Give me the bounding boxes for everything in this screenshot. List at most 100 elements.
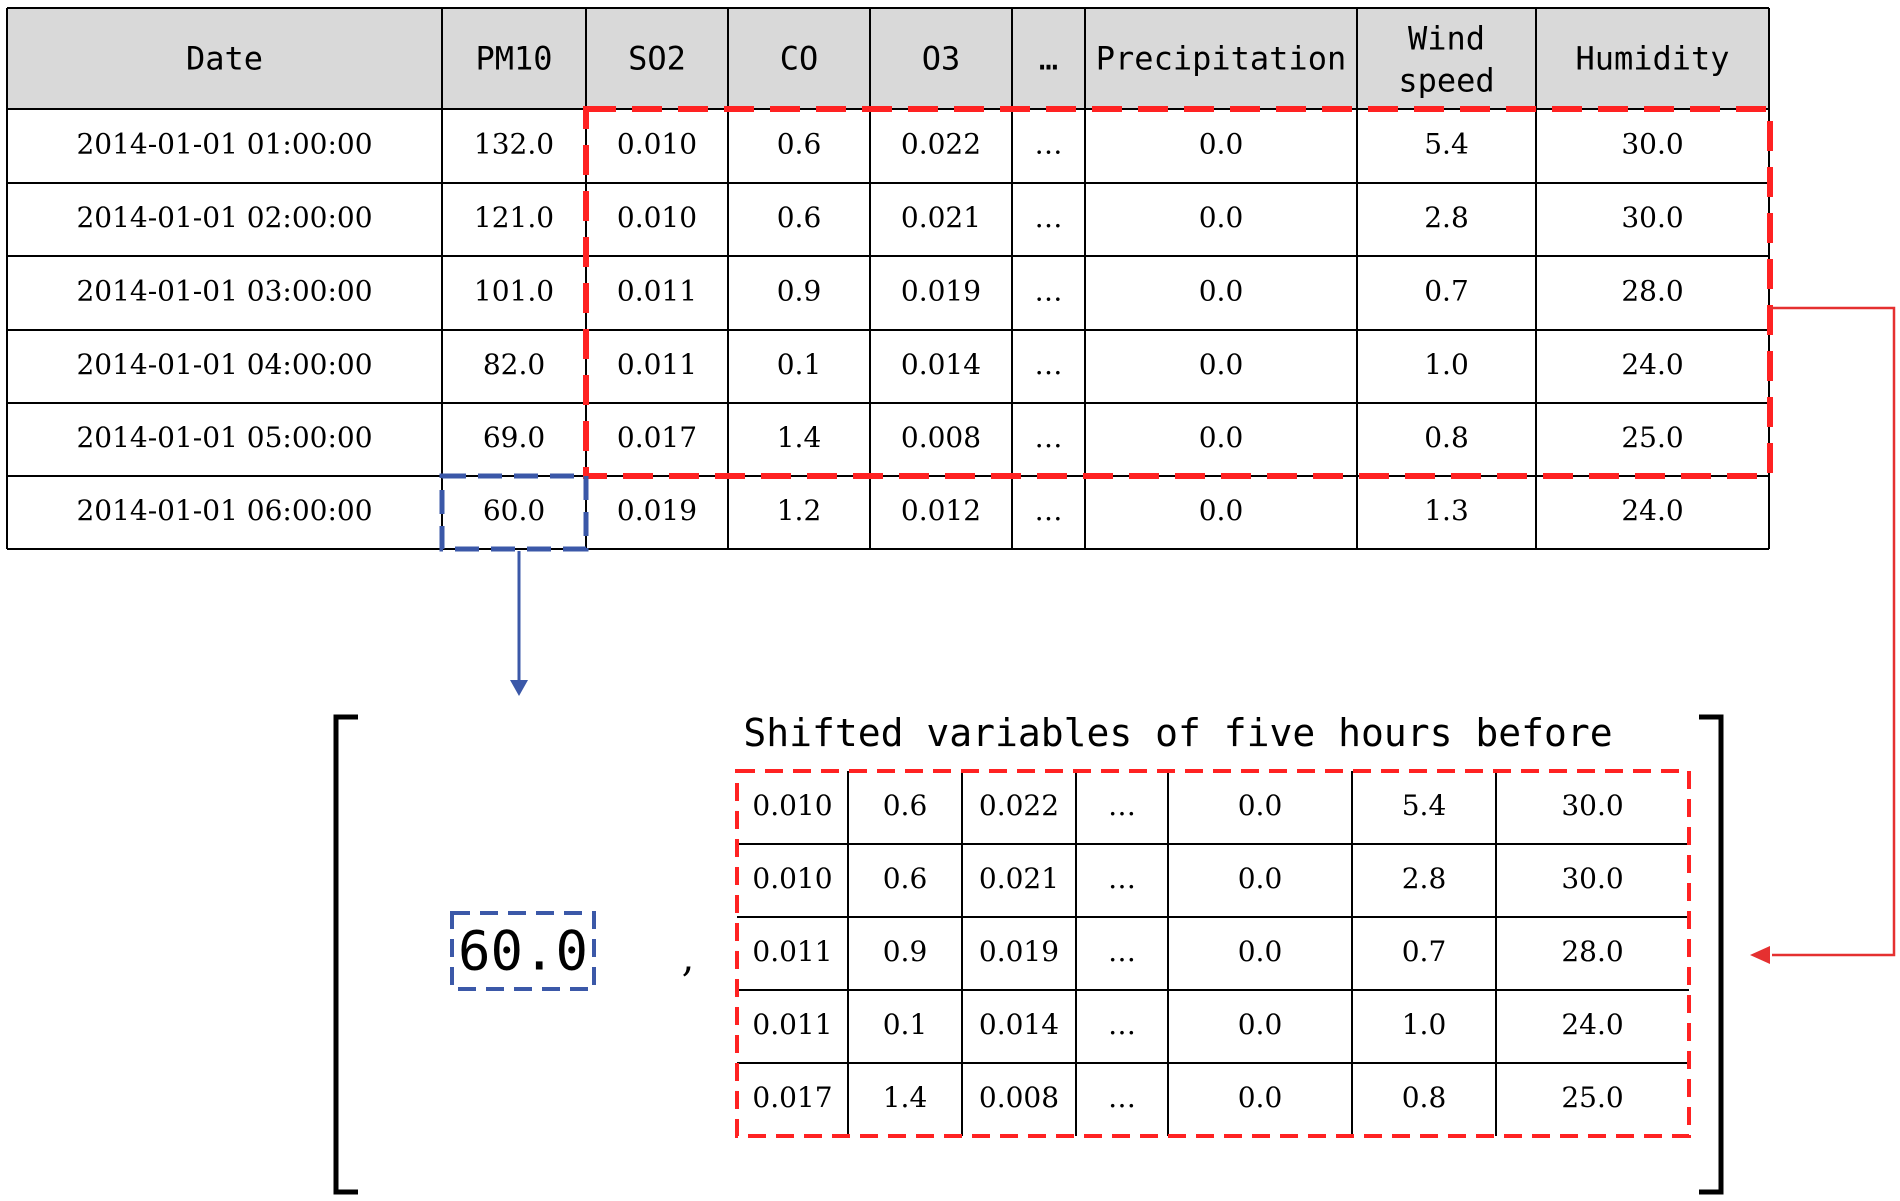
cell-precipitation: 0.0 [1199,348,1244,381]
table-row: 2014-01-01 04:00:00 82.0 0.011 0.1 0.014 … 0.0… [76,348,1683,381]
cell-wind-speed: 1.0 [1424,348,1469,381]
table-row: 2014-01-01 06:00:00 60.0 0.019 1.2 0.012 … 0.0… [76,494,1683,527]
shifted-cell-wind-speed: 2.8 [1402,862,1447,895]
cell-humidity: 24.0 [1621,494,1683,527]
blue-dashed-selection [439,473,589,552]
shifted-cell-o3: 0.014 [979,1008,1059,1041]
shifted-row: 0.011 0.9 0.019 … 0.0 0.7 28.0 [752,935,1623,968]
red-dashed-selection [583,106,1773,479]
separator-comma: , [682,935,695,981]
header-so2: SO2 [628,40,686,78]
cell-precipitation: 0.0 [1199,128,1244,161]
cell-precipitation: 0.0 [1199,275,1244,308]
header-wind-speed-line-2: speed [1398,62,1494,100]
cell-o3: 0.008 [901,421,981,454]
cell-o3: 0.014 [901,348,981,381]
data-table: Date PM10 SO2 CO O3 … Precipitation Wind speed Hu… [6,7,1770,550]
shifted-cell-ellipsis: … [1108,1081,1136,1114]
cell-co: 0.9 [777,275,822,308]
cell-co: 1.2 [777,494,822,527]
header-humidity: Humidity [1575,40,1729,78]
highlight-overlay [439,106,1896,964]
shifted-cell-o3: 0.022 [979,789,1059,822]
target-value: 60.0 [458,920,588,983]
cell-wind-speed: 0.7 [1424,275,1469,308]
cell-so2: 0.011 [617,275,697,308]
cell-ellipsis: … [1035,348,1063,381]
table-row: 2014-01-01 03:00:00 101.0 0.011 0.9 0.019 … 0.… [76,275,1683,308]
cell-so2: 0.010 [617,201,697,234]
shifted-cell-ellipsis: … [1108,1008,1136,1041]
cell-humidity: 30.0 [1621,128,1683,161]
shifted-cell-humidity: 30.0 [1561,789,1623,822]
cell-date: 2014-01-01 02:00:00 [76,201,372,234]
cell-co: 0.1 [777,348,822,381]
blue-arrow-head [510,680,528,696]
cell-so2: 0.010 [617,128,697,161]
cell-wind-speed: 0.8 [1424,421,1469,454]
table-header-bg [7,8,1769,109]
shifted-table: 0.010 0.6 0.022… 0.0 5.4 30.00.010 0.6 0.021… 0.… [737,771,1689,1136]
cell-o3: 0.019 [901,275,981,308]
shifted-row: 0.010 0.6 0.021 … 0.0 2.8 30.0 [752,862,1623,895]
left-bracket [333,714,358,1195]
shifted-row: 0.017 1.4 0.008 … 0.0 0.8 25.0 [752,1081,1623,1114]
cell-pm10: 69.0 [483,421,545,454]
shifted-cell-precipitation: 0.0 [1238,862,1283,895]
cell-o3: 0.012 [901,494,981,527]
header-co: CO [780,40,819,78]
cell-so2: 0.017 [617,421,697,454]
shifted-cell-precipitation: 0.0 [1238,1008,1283,1041]
cell-ellipsis: … [1035,128,1063,161]
header-precipitation: Precipitation [1096,40,1346,78]
cell-precipitation: 0.0 [1199,494,1244,527]
cell-co: 0.6 [777,128,822,161]
shifted-cell-o3: 0.008 [979,1081,1059,1114]
shifted-cell-precipitation: 0.0 [1238,1081,1283,1114]
cell-ellipsis: … [1035,201,1063,234]
shifted-cell-so2: 0.017 [752,1081,832,1114]
cell-co: 1.4 [777,421,822,454]
cell-pm10: 60.0 [483,494,545,527]
result-vector: 60.0 , Shifted variables of five hours bef… [333,711,1724,1195]
shifted-cell-humidity: 25.0 [1561,1081,1623,1114]
header-date: Date [186,40,263,78]
shifted-cell-co: 0.1 [883,1008,928,1041]
cell-pm10: 121.0 [474,201,554,234]
shifted-cell-humidity: 30.0 [1561,862,1623,895]
red-arrow-head [1750,946,1770,964]
right-bracket [1699,714,1724,1195]
shifted-cell-ellipsis: … [1108,789,1136,822]
red-arrow-line [1770,306,1896,957]
cell-so2: 0.019 [617,494,697,527]
shifted-cell-wind-speed: 5.4 [1402,789,1447,822]
shifted-row: 0.010 0.6 0.022 … 0.0 5.4 30.0 [752,789,1623,822]
cell-date: 2014-01-01 01:00:00 [76,128,372,161]
cell-o3: 0.021 [901,201,981,234]
cell-pm10: 101.0 [474,275,554,308]
shifted-cell-ellipsis: … [1108,935,1136,968]
cell-co: 0.6 [777,201,822,234]
cell-humidity: 24.0 [1621,348,1683,381]
shifted-cell-so2: 0.011 [752,935,832,968]
cell-date: 2014-01-01 05:00:00 [76,421,372,454]
shifted-cell-co: 1.4 [883,1081,928,1114]
cell-so2: 0.011 [617,348,697,381]
cell-humidity: 28.0 [1621,275,1683,308]
table-row: 2014-01-01 02:00:00 121.0 0.010 0.6 0.021 … 0.… [76,201,1683,234]
shifted-cell-precipitation: 0.0 [1238,789,1283,822]
header-pm10: PM10 [475,40,552,78]
shifted-cell-humidity: 24.0 [1561,1008,1623,1041]
cell-o3: 0.022 [901,128,981,161]
cell-ellipsis: … [1035,275,1063,308]
cell-ellipsis: … [1035,494,1063,527]
cell-date: 2014-01-01 06:00:00 [76,494,372,527]
cell-date: 2014-01-01 04:00:00 [76,348,372,381]
cell-precipitation: 0.0 [1199,201,1244,234]
shifted-cell-ellipsis: … [1108,862,1136,895]
shifted-cell-precipitation: 0.0 [1238,935,1283,968]
header-o3: O3 [922,40,961,78]
shifted-row: 0.011 0.1 0.014 … 0.0 1.0 24.0 [752,1008,1623,1041]
shifted-cell-so2: 0.010 [752,862,832,895]
